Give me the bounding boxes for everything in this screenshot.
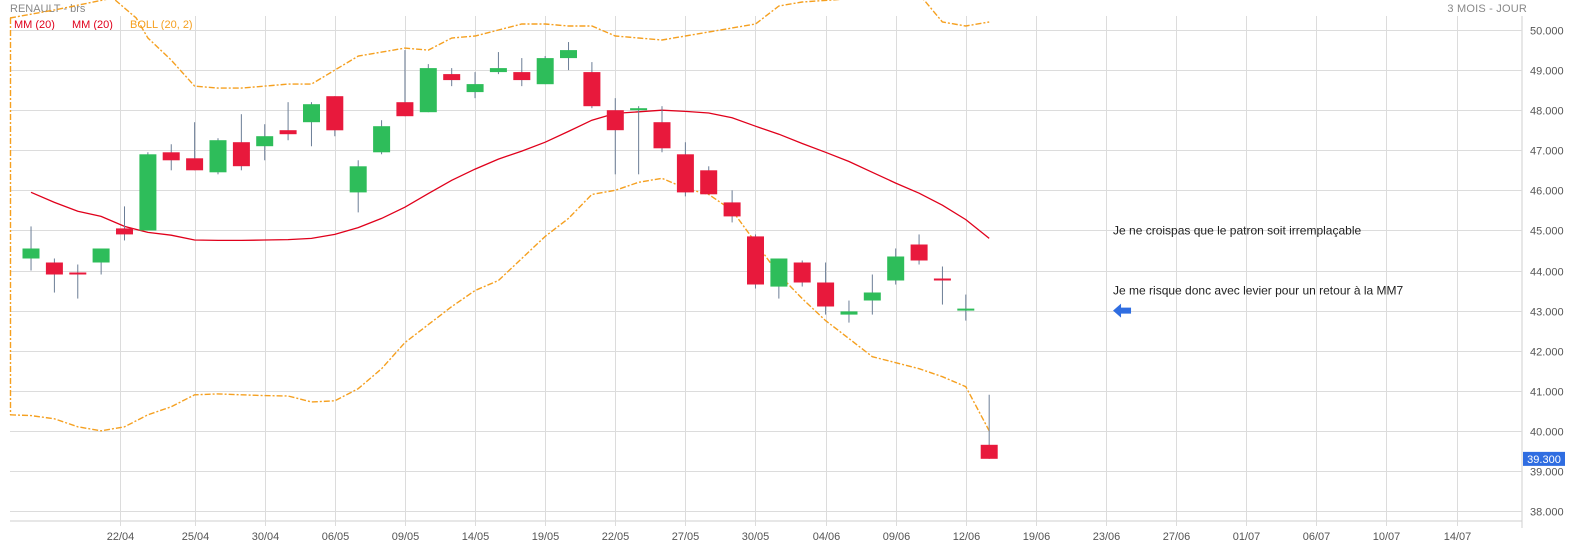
candle-body[interactable]: [419, 68, 437, 113]
y-tick-label: 50.000: [1530, 26, 1564, 38]
arrow-left-icon: [1113, 303, 1132, 318]
x-tick-label: 19/05: [532, 531, 560, 543]
candle-body[interactable]: [186, 158, 204, 171]
candle-body[interactable]: [980, 444, 998, 459]
indicator-legend: MM (20) MM (20) BOLL (20, 2): [14, 19, 207, 31]
candle-body[interactable]: [700, 170, 718, 195]
candle-body[interactable]: [747, 236, 764, 285]
candle-body[interactable]: [840, 311, 858, 315]
candle-body[interactable]: [256, 136, 274, 147]
candle-body[interactable]: [910, 244, 928, 261]
x-tick-label: 09/05: [392, 531, 420, 543]
y-tick-label: 41.000: [1530, 387, 1564, 399]
candle-body[interactable]: [513, 72, 531, 81]
candle-body[interactable]: [22, 248, 40, 259]
candle-body[interactable]: [770, 258, 788, 287]
legend-boll[interactable]: BOLL (20, 2): [130, 19, 193, 31]
candle-body[interactable]: [116, 228, 133, 235]
x-tick-label: 01/07: [1233, 531, 1261, 543]
x-tick-label: 25/04: [182, 531, 210, 543]
chart-title: RENAULT - brs: [10, 3, 86, 15]
candle-body[interactable]: [303, 104, 320, 123]
candle-body[interactable]: [373, 126, 391, 153]
x-tick-label: 14/07: [1444, 531, 1472, 543]
x-tick-label: 23/06: [1093, 531, 1121, 543]
legend-mm20-a[interactable]: MM (20): [14, 19, 55, 31]
candle-body[interactable]: [326, 96, 344, 131]
x-tick-label: 30/04: [252, 531, 280, 543]
y-tick-label: 44.000: [1530, 267, 1564, 279]
candle-body[interactable]: [583, 72, 601, 107]
x-tick-label: 30/05: [742, 531, 770, 543]
last-price-tag: [1523, 451, 1565, 466]
x-tick-label: 14/05: [462, 531, 490, 543]
candle-body[interactable]: [209, 140, 227, 173]
x-tick-label: 06/07: [1303, 531, 1331, 543]
x-tick-label: 27/06: [1163, 531, 1191, 543]
candle-body[interactable]: [489, 68, 507, 73]
x-tick-label: 12/06: [953, 531, 981, 543]
x-tick-label: 22/04: [107, 531, 135, 543]
y-tick-label: 39.000: [1530, 467, 1564, 479]
candle-body[interactable]: [793, 262, 811, 283]
candle-body[interactable]: [139, 154, 157, 231]
chart-period[interactable]: 3 MOIS - JOUR: [1447, 3, 1527, 15]
candle-body[interactable]: [723, 202, 741, 217]
y-tick-label: 38.000: [1530, 507, 1564, 519]
y-tick-label: 43.000: [1530, 307, 1564, 319]
annotation-text-2: Je me risque donc avec levier pour un re…: [1113, 284, 1403, 298]
candle-body[interactable]: [45, 262, 63, 275]
y-tick-label: 42.000: [1530, 347, 1564, 359]
candle-body[interactable]: [957, 308, 975, 311]
x-tick-label: 06/05: [322, 531, 350, 543]
candle-body[interactable]: [92, 248, 110, 263]
candle-body[interactable]: [162, 152, 180, 161]
candle-body[interactable]: [887, 256, 905, 281]
y-tick-label: 49.000: [1530, 66, 1564, 78]
x-tick-label: 09/06: [883, 531, 911, 543]
candle-body[interactable]: [817, 282, 835, 307]
x-tick-label: 10/07: [1373, 531, 1401, 543]
candle-body[interactable]: [349, 166, 367, 193]
candle-body[interactable]: [606, 110, 624, 131]
candle-body[interactable]: [443, 74, 461, 81]
y-tick-label: 47.000: [1530, 146, 1564, 158]
x-tick-label: 22/05: [602, 531, 630, 543]
candle-body[interactable]: [69, 272, 87, 275]
y-tick-label: 46.000: [1530, 186, 1564, 198]
y-tick-label: 48.000: [1530, 106, 1564, 118]
candle-body[interactable]: [630, 108, 648, 111]
y-tick-label: 40.000: [1530, 427, 1564, 439]
mm20-line: [30, 109, 990, 242]
candle-body[interactable]: [232, 142, 250, 167]
y-tick-label: 45.000: [1530, 226, 1564, 238]
candle-body[interactable]: [933, 278, 951, 281]
annotation-text-1: Je ne croispas que le patron soit irremp…: [1113, 223, 1361, 237]
candle-body[interactable]: [863, 292, 881, 301]
x-tick-label: 04/06: [813, 531, 841, 543]
candle-body[interactable]: [279, 130, 297, 135]
x-tick-label: 19/06: [1023, 531, 1051, 543]
last-price-label: 39.300: [1527, 454, 1561, 466]
bollinger-upper-band: [9, 0, 990, 89]
candle-body[interactable]: [536, 58, 554, 85]
x-tick-label: 27/05: [672, 531, 700, 543]
legend-mm20-b[interactable]: MM (20): [72, 19, 113, 31]
candle-body[interactable]: [560, 50, 577, 59]
candle-body[interactable]: [396, 102, 414, 117]
candle-body[interactable]: [653, 122, 671, 149]
candle-body[interactable]: [676, 154, 694, 193]
bollinger-lower-band: [9, 177, 990, 432]
candle-body[interactable]: [466, 84, 484, 93]
